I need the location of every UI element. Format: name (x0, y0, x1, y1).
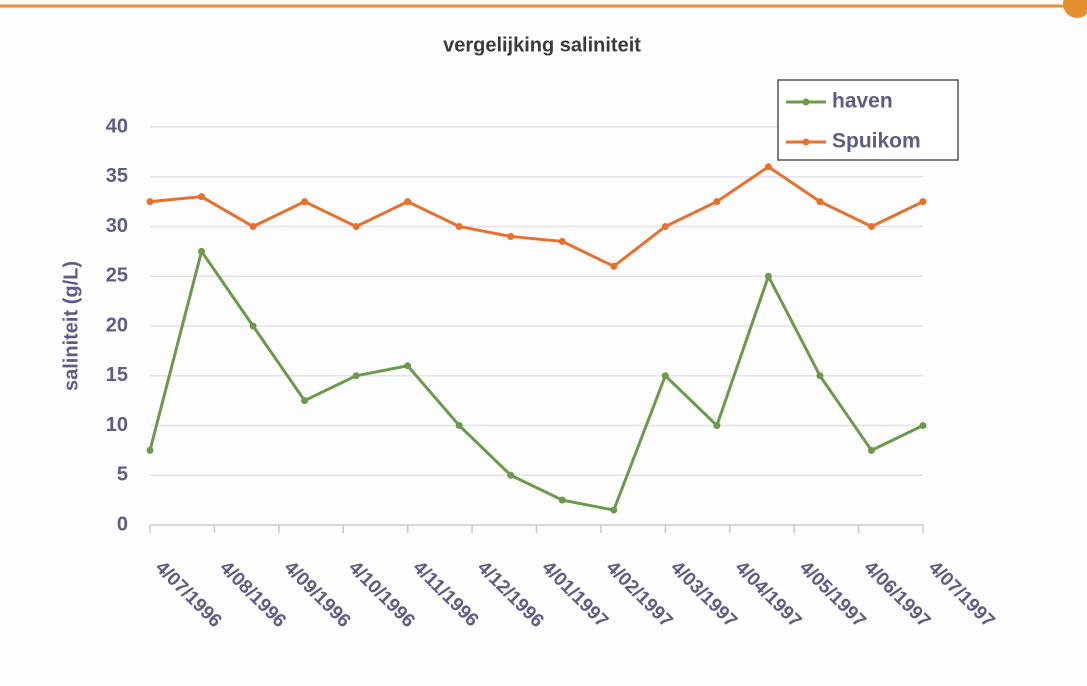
series-line (148, 247, 924, 512)
point (198, 247, 206, 255)
point (764, 163, 772, 171)
legend-box (777, 79, 959, 161)
point (661, 372, 669, 380)
point (507, 232, 515, 240)
y-tick-label: 30 (106, 215, 128, 237)
point (867, 223, 875, 230)
point (198, 193, 206, 201)
point (867, 446, 875, 454)
point (610, 262, 618, 270)
y-tick-label: 15 (106, 364, 128, 386)
y-tick-label: 25 (106, 265, 128, 287)
point (301, 397, 309, 405)
point (558, 496, 566, 504)
point (301, 198, 309, 206)
point (713, 198, 721, 206)
y-tick-label: 5 (117, 464, 128, 486)
legend-label: Spuikom (832, 130, 921, 153)
point (455, 422, 463, 429)
point (146, 446, 154, 454)
point (404, 362, 412, 370)
point (713, 422, 721, 429)
corner-dot (1063, 0, 1087, 18)
point (764, 272, 772, 280)
y-tick-label: 10 (106, 414, 128, 436)
legend-label: haven (832, 90, 893, 113)
point (919, 422, 927, 429)
y-tick-label: 0 (117, 513, 128, 535)
point (661, 223, 669, 230)
point (455, 223, 463, 230)
point (249, 322, 257, 330)
point (352, 223, 360, 230)
point (816, 372, 824, 380)
point (816, 198, 824, 206)
point (404, 198, 412, 206)
chart-title: vergelijking saliniteit (443, 34, 641, 56)
legend-marker (802, 138, 810, 146)
y-tick-label: 35 (106, 165, 128, 187)
point (352, 372, 360, 380)
point (507, 471, 515, 479)
point (558, 237, 566, 245)
y-axis-label: saliniteit (g/L) (60, 261, 82, 391)
point (610, 506, 618, 514)
y-tick-label: 20 (106, 314, 128, 336)
series-line (149, 164, 924, 269)
point (249, 223, 257, 230)
point (146, 198, 154, 206)
point (919, 198, 927, 206)
legend-marker (802, 98, 810, 106)
y-tick-label: 40 (106, 115, 128, 137)
